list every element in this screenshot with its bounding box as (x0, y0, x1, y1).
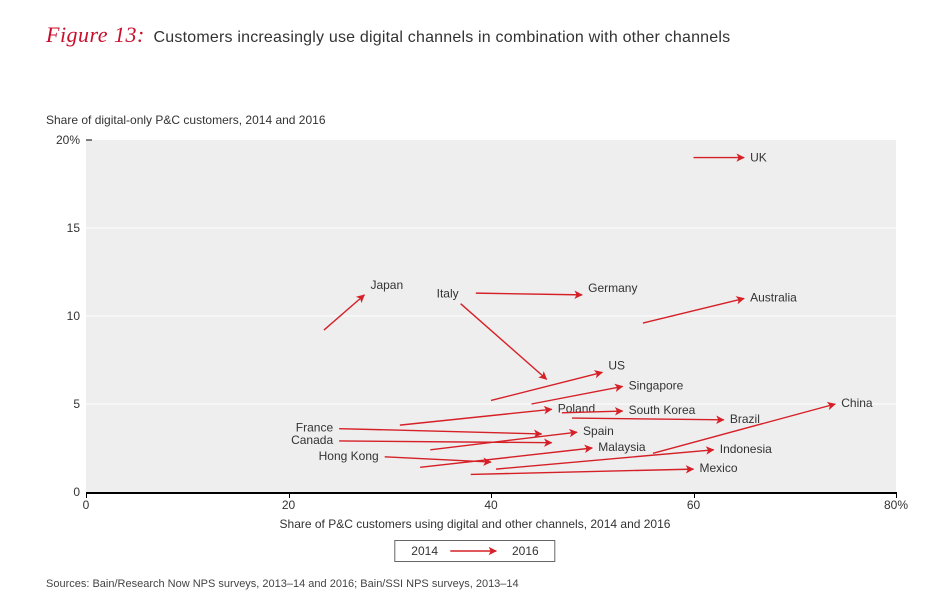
series-label: Singapore (629, 378, 684, 392)
legend: 2014 2016 (394, 540, 555, 562)
y-tick-label: 10 (46, 309, 80, 323)
figure-title-text: Customers increasingly use digital chann… (154, 29, 731, 46)
y-tick-label: 5 (46, 397, 80, 411)
series-label: Mexico (700, 461, 738, 475)
y-axis-title: Share of digital-only P&C customers, 201… (46, 113, 326, 127)
series-arrow (476, 293, 582, 295)
y-tick-label: 20% (46, 133, 80, 147)
series-label: US (608, 358, 625, 372)
series-label: Japan (370, 278, 403, 292)
figure-number: Figure 13: (46, 22, 145, 47)
series-label: Canada (291, 433, 333, 447)
series-label: South Korea (629, 403, 696, 417)
series-arrow (339, 429, 542, 434)
series-label: Brazil (730, 412, 760, 426)
figure-title: Figure 13: Customers increasingly use di… (46, 22, 730, 48)
x-tick-mark (694, 492, 695, 498)
x-tick-label: 0 (83, 498, 90, 512)
series-arrow (461, 304, 547, 380)
series-label: Indonesia (720, 442, 772, 456)
series-arrow (643, 298, 744, 323)
legend-year-start: 2014 (411, 544, 438, 558)
series-label: Malaysia (598, 440, 646, 454)
series-arrow (420, 448, 592, 467)
sources-text: Sources: Bain/Research Now NPS surveys, … (46, 578, 519, 590)
series-arrow (339, 441, 552, 443)
series-arrow (400, 409, 552, 425)
x-axis-title: Share of P&C customers using digital and… (0, 517, 950, 531)
x-tick-mark (491, 492, 492, 498)
series-label: UK (750, 151, 767, 165)
series-label: China (841, 396, 873, 410)
x-tick-mark (86, 492, 87, 498)
figure-container: Figure 13: Customers increasingly use di… (0, 0, 950, 614)
x-tick-label: 20 (282, 498, 295, 512)
series-label: Germany (588, 281, 637, 295)
y-tick-label: 0 (46, 485, 80, 499)
series-label: Australia (750, 290, 797, 304)
series-arrow (471, 469, 694, 474)
series-arrow (491, 372, 602, 400)
legend-arrow-icon (448, 545, 502, 557)
series-arrow (324, 295, 365, 330)
x-tick-label: 80% (884, 498, 908, 512)
y-tick-label: 15 (46, 221, 80, 235)
x-tick-mark (289, 492, 290, 498)
legend-year-end: 2016 (512, 544, 539, 558)
series-arrow (430, 432, 577, 450)
x-tick-mark (896, 492, 897, 498)
chart-arrows-svg: UKJapanItalyGermanyAustraliaUSSingaporeP… (86, 140, 896, 492)
series-label: Hong Kong (319, 449, 379, 463)
series-label: Spain (583, 424, 614, 438)
series-arrow (572, 418, 724, 420)
x-tick-label: 60 (687, 498, 700, 512)
series-label: Italy (437, 287, 459, 301)
x-tick-label: 40 (484, 498, 497, 512)
